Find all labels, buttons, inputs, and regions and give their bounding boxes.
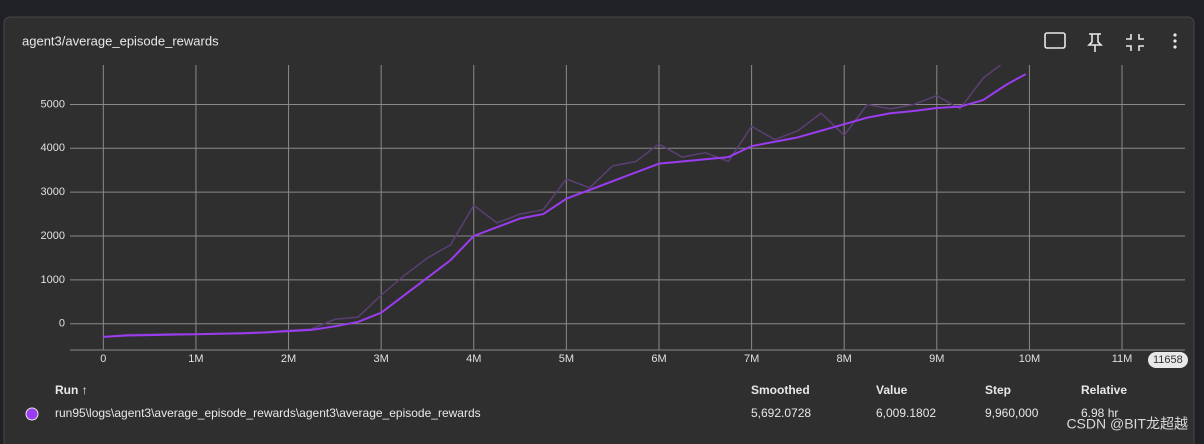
y-tick-label: 3000	[41, 186, 65, 198]
collapse-icon[interactable]	[1126, 34, 1144, 51]
x-tick-label: 7M	[744, 353, 759, 365]
header-run[interactable]: Run ↑	[55, 383, 88, 397]
pin-icon[interactable]	[1087, 33, 1103, 52]
y-tick-label: 0	[59, 318, 65, 330]
run-color[interactable]	[25, 407, 39, 421]
header-value: Value	[876, 383, 908, 397]
x-tick-label: 2M	[281, 353, 296, 365]
x-tick-label: 1M	[188, 353, 203, 365]
axes: 0 1000 2000 3000 4000 5000 0 1M 2M 3M 4M 5M 6M 7M 8M 9M…	[41, 65, 1185, 365]
menu-icon[interactable]	[1173, 33, 1177, 49]
x-tick-label: 5M	[559, 353, 574, 365]
step-cell: 9,960,000	[985, 406, 1039, 420]
header-step: Step	[985, 383, 1011, 397]
x-tick-label: 3M	[374, 353, 389, 365]
y-tick-label: 1000	[41, 274, 65, 286]
chart-title: agent3/average_episode_rewards	[22, 33, 219, 48]
smoothed-line	[103, 73, 1027, 338]
x-tick-label: 8M	[837, 353, 852, 365]
value-cell: 6,009.1802	[876, 406, 936, 420]
smoothed-cell: 5,692.0728	[751, 406, 811, 420]
header-relative: Relative	[1081, 383, 1127, 397]
x-tick-label: 10M	[1019, 353, 1040, 365]
x-tick-label: 4M	[466, 353, 481, 365]
y-tick-label: 5000	[41, 98, 65, 110]
toolbar	[1044, 32, 1144, 52]
axis-badge: 11658	[1153, 354, 1183, 366]
x-tick-label: 6M	[651, 353, 666, 365]
x-tick-label: 9M	[929, 353, 944, 365]
watermark: CSDN @BIT龙超越	[1066, 416, 1188, 432]
y-tick-label: 2000	[41, 230, 65, 242]
plot	[103, 65, 1027, 338]
header-smoothed: Smoothed	[751, 383, 810, 397]
fit-icon[interactable]	[1044, 32, 1066, 49]
run-name: run95\logs\agent3\average_episode_reward…	[55, 406, 481, 420]
y-tick-label: 4000	[41, 142, 65, 154]
relative-cell: 6.98 hr	[1081, 406, 1118, 420]
badge-bg	[1148, 352, 1188, 368]
x-tick-label: 11M	[1112, 353, 1133, 365]
card	[3, 16, 1195, 444]
x-tick-label: 0	[100, 353, 106, 365]
